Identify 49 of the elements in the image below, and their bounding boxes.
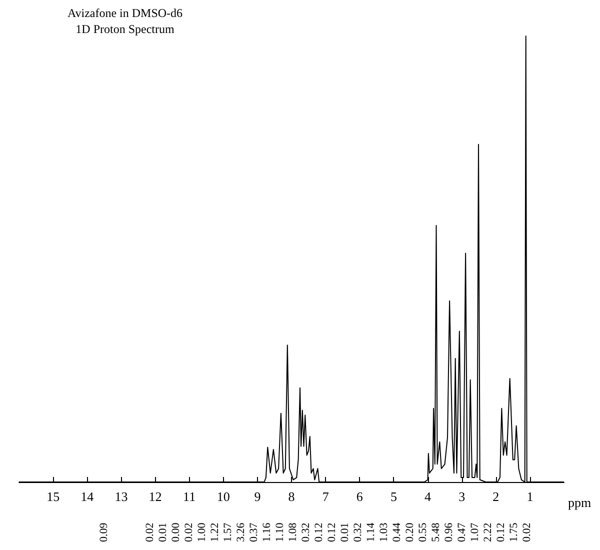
text: 0.37	[248, 522, 260, 542]
text: 1.07	[469, 522, 481, 542]
text: 1.22	[209, 522, 221, 542]
text: 1.14	[365, 522, 377, 542]
text: 3.26	[235, 522, 247, 542]
text: 0.01	[157, 522, 169, 542]
text: 5.48	[430, 522, 442, 542]
text: 1.75	[508, 522, 520, 542]
text: 0.32	[300, 522, 312, 542]
x-tick-label: 10	[216, 489, 230, 504]
text: 0.44	[391, 522, 403, 542]
x-tick-label: 4	[424, 489, 432, 504]
x-tick-label: 12	[148, 489, 162, 504]
x-tick-label: 2	[492, 489, 500, 504]
text: 1.03	[378, 522, 390, 542]
text: 0.12	[326, 522, 338, 542]
x-tick-label: 1	[526, 489, 534, 504]
x-tick-label: 11	[183, 489, 196, 504]
text: 1.57	[222, 522, 234, 542]
x-tick-label: 5	[390, 489, 397, 504]
text: 0.20	[404, 522, 416, 542]
chart-subtitle: 1D Proton Spectrum	[76, 22, 175, 36]
text: 2.22	[482, 522, 494, 542]
text: 0.12	[313, 522, 325, 542]
text: 1.10	[274, 522, 286, 542]
x-tick-label: 7	[322, 489, 330, 504]
chart-title: Avizafone in DMSO-d6	[67, 6, 183, 20]
x-tick-label: 15	[46, 489, 60, 504]
text: 0.02	[521, 522, 533, 542]
x-tick-label: 14	[80, 489, 94, 504]
x-tick-label: 13	[114, 489, 128, 504]
text: 0.32	[352, 522, 364, 542]
text: 0.09	[98, 522, 110, 542]
text: 0.96	[443, 522, 455, 542]
x-axis-title: ppm	[568, 495, 592, 510]
text: 0.47	[456, 522, 468, 542]
text: 0.00	[170, 522, 182, 542]
text: 0.02	[144, 522, 156, 542]
text: 1.16	[261, 522, 273, 542]
text: 0.55	[417, 522, 429, 542]
x-tick-label: 8	[288, 489, 295, 504]
text: 0.01	[339, 522, 351, 542]
text: 0.12	[495, 522, 507, 542]
text: 1.00	[196, 522, 208, 542]
x-tick-label: 6	[356, 489, 364, 504]
text: 0.02	[183, 522, 195, 542]
x-tick-label: 9	[254, 489, 261, 504]
text: 1.08	[287, 522, 299, 542]
x-tick-label: 3	[458, 489, 466, 504]
